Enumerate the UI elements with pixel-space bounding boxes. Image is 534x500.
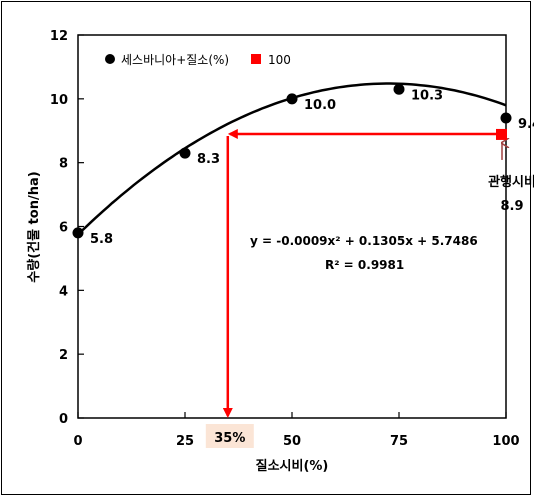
- intersect-label-highlight: [205, 424, 254, 448]
- y-tick-label: 0: [59, 412, 68, 427]
- trendline-r-squared: R² = 0.9981: [325, 258, 404, 272]
- y-axis-title: 수량(건물 ton/ha): [26, 171, 42, 282]
- data-point: [179, 147, 191, 159]
- data-label: 10.0: [304, 98, 336, 113]
- trendline-equation: y = -0.0009x² + 0.1305x + 5.7486: [250, 234, 478, 248]
- x-tick-label: 75: [390, 434, 408, 449]
- y-tick-label: 10: [50, 93, 68, 108]
- legend-box: [94, 45, 304, 73]
- conventional-label: 관행시비: [488, 174, 534, 190]
- y-tick-label: 4: [59, 284, 68, 299]
- legend: 세스바니아+질소(%) 100: [94, 45, 304, 73]
- y-tick-label: 12: [50, 29, 68, 44]
- conventional-value-label: 8.9: [500, 199, 523, 214]
- y-tick-label: 6: [59, 221, 68, 236]
- x-tick-label: 0: [73, 434, 82, 449]
- y-tick-label: 2: [59, 348, 68, 363]
- legend-label-series-2: 100: [268, 53, 291, 67]
- trendline-curve: [77, 82, 507, 236]
- legend-marker-series-1: [105, 54, 115, 64]
- data-label: 5.8: [90, 232, 113, 247]
- data-point: [393, 83, 405, 95]
- legend-marker-series-2: [251, 54, 261, 64]
- y-tick-label: 8: [59, 157, 68, 172]
- data-label: 10.3: [411, 88, 443, 103]
- conventional-point: [496, 128, 507, 140]
- data-point: [286, 93, 298, 105]
- intersect-x-label: 35%: [214, 431, 245, 446]
- data-label: 8.3: [197, 152, 220, 167]
- data-point: [500, 112, 512, 124]
- data-label: 9.4: [518, 117, 534, 132]
- x-tick-label: 25: [176, 434, 194, 449]
- x-tick-label: 50: [283, 434, 301, 449]
- x-tick-label: 100: [492, 434, 519, 449]
- legend-label-series-1: 세스바니아+질소(%): [121, 53, 229, 67]
- x-axis-title: 질소시비(%): [256, 459, 329, 474]
- data-point: [72, 227, 84, 239]
